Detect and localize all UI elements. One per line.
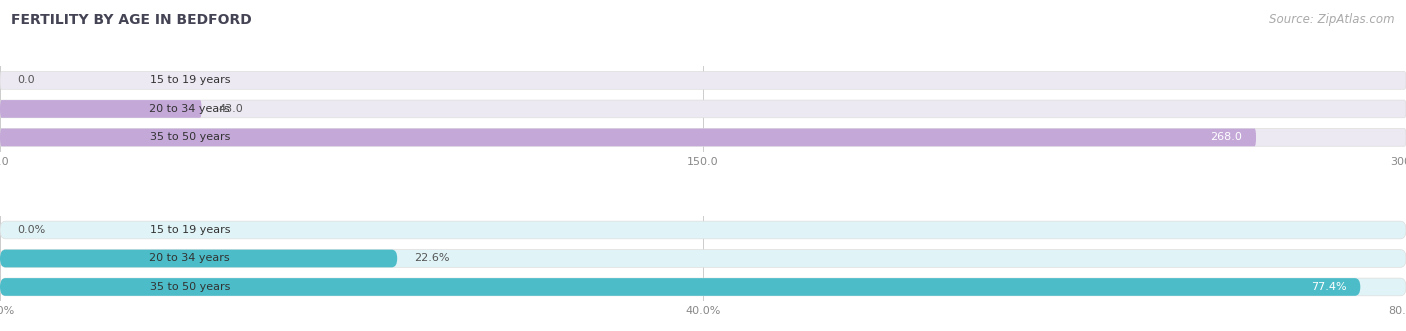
Text: Source: ZipAtlas.com: Source: ZipAtlas.com — [1270, 13, 1395, 26]
Text: 15 to 19 years: 15 to 19 years — [149, 225, 231, 235]
Text: 268.0: 268.0 — [1211, 132, 1241, 142]
Text: 35 to 50 years: 35 to 50 years — [149, 282, 231, 292]
FancyBboxPatch shape — [0, 278, 1361, 296]
Text: 0.0%: 0.0% — [17, 225, 45, 235]
Text: FERTILITY BY AGE IN BEDFORD: FERTILITY BY AGE IN BEDFORD — [11, 13, 252, 27]
FancyBboxPatch shape — [0, 250, 398, 267]
Text: 35 to 50 years: 35 to 50 years — [149, 132, 231, 142]
FancyBboxPatch shape — [0, 71, 1406, 89]
FancyBboxPatch shape — [0, 100, 1406, 118]
Text: 43.0: 43.0 — [218, 104, 243, 114]
FancyBboxPatch shape — [0, 128, 1256, 146]
Text: 0.0: 0.0 — [17, 75, 35, 85]
FancyBboxPatch shape — [0, 128, 1406, 146]
FancyBboxPatch shape — [0, 250, 1406, 267]
Text: 15 to 19 years: 15 to 19 years — [149, 75, 231, 85]
FancyBboxPatch shape — [0, 100, 201, 118]
FancyBboxPatch shape — [0, 278, 1406, 296]
Text: 77.4%: 77.4% — [1310, 282, 1347, 292]
Text: 20 to 34 years: 20 to 34 years — [149, 104, 231, 114]
FancyBboxPatch shape — [0, 221, 1406, 239]
Text: 20 to 34 years: 20 to 34 years — [149, 254, 231, 263]
Text: 22.6%: 22.6% — [415, 254, 450, 263]
